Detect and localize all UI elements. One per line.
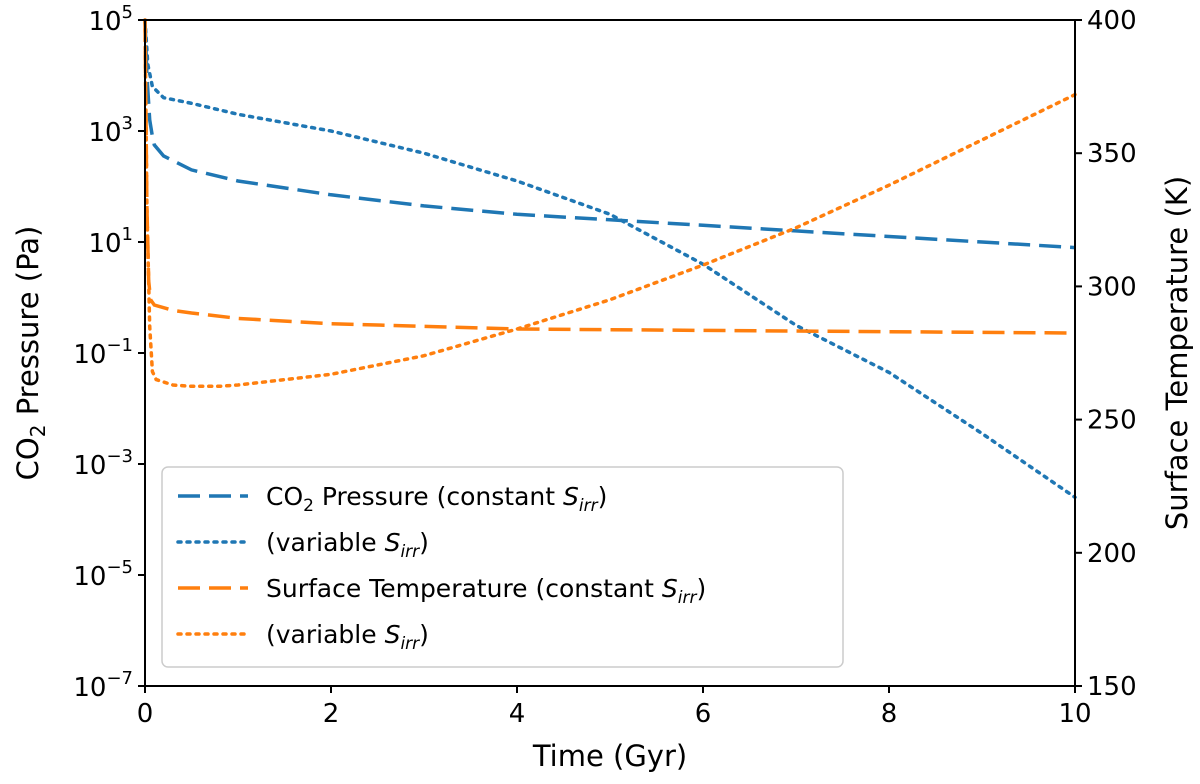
legend-label-3: Surface Temperature (constant Sirr) (266, 574, 706, 608)
left-tick-label: 103 (88, 113, 133, 148)
x-tick-label: 2 (323, 699, 340, 729)
right-tick-label: 400 (1087, 6, 1137, 36)
left-tick-label: 101 (88, 224, 133, 259)
right-tick-label: 300 (1087, 272, 1137, 302)
series-line-4-variable-sirr-surface-temperature (143, 18, 1077, 389)
series-line-2-variable-sirr-co2-pressure (143, 18, 1077, 500)
x-axis-ticks: 0 2 4 6 8 10 (137, 686, 1092, 729)
left-axis-ticks: 105 103 101 10−1 10−3 10−5 10−7 (73, 2, 145, 703)
x-axis-label: Time (Gyr) (532, 739, 687, 773)
left-tick-label: 105 (88, 2, 133, 37)
x-tick-label: 4 (509, 699, 526, 729)
legend-box (161, 466, 844, 668)
left-tick-label: 10−3 (73, 446, 133, 481)
x-tick-label: 8 (881, 699, 898, 729)
x-tick-label: 10 (1058, 699, 1091, 729)
legend-label-1: CO2 Pressure (constant Sirr) (266, 482, 607, 516)
x-tick-label: 0 (137, 699, 154, 729)
right-tick-label: 200 (1087, 539, 1137, 569)
right-axis-label: Surface Temperature (K) (1160, 176, 1194, 530)
legend-label-2: (variable Sirr) (266, 528, 429, 562)
left-tick-label: 10−5 (73, 557, 133, 592)
right-tick-label: 250 (1087, 406, 1137, 436)
left-tick-label: 10−7 (73, 668, 133, 703)
right-axis-ticks: 400 350 300 250 200 150 (1075, 6, 1137, 702)
right-tick-label: 350 (1087, 139, 1137, 169)
right-tick-label: 150 (1087, 672, 1137, 702)
left-tick-label: 10−1 (73, 335, 133, 370)
series-line-1-co2-pressure-constant-sirr (143, 19, 1076, 250)
series-line-3-surface-temperature-constant-sirr (143, 19, 1076, 335)
x-tick-label: 6 (695, 699, 712, 729)
left-axis-label: CO2 Pressure (Pa) (11, 226, 50, 481)
legend: CO2 Pressure (constant Sirr) (variable Si… (161, 466, 844, 668)
legend-label-4: (variable Sirr) (266, 620, 429, 654)
series-lines (143, 18, 1077, 500)
